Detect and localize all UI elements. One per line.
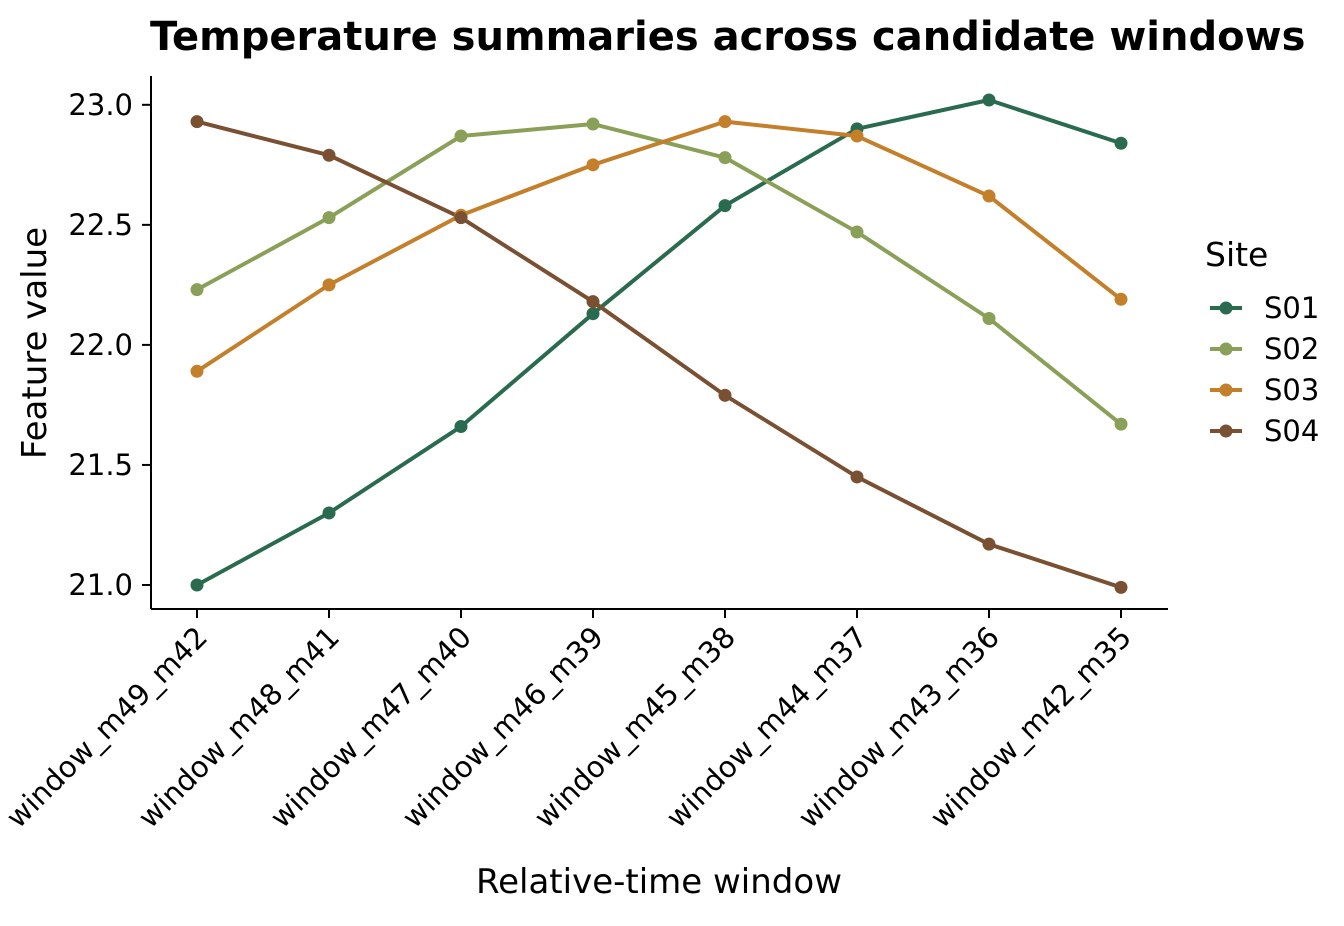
data-point-s02 xyxy=(454,129,468,143)
series-line-s03 xyxy=(195,119,1123,374)
data-point-s01 xyxy=(1114,136,1128,150)
y-tick-label: 22.5 xyxy=(68,208,133,242)
data-point-s04 xyxy=(982,537,996,551)
data-point-s04 xyxy=(322,148,336,162)
data-point-s01 xyxy=(982,93,996,107)
data-point-s03 xyxy=(1114,292,1128,306)
legend-key-point xyxy=(1219,424,1233,438)
data-point-s04 xyxy=(454,211,468,225)
data-point-s01 xyxy=(718,199,732,213)
y-tick-label: 22.0 xyxy=(68,328,133,362)
legend-label: S02 xyxy=(1264,332,1319,366)
data-point-s01 xyxy=(190,578,204,592)
series-line-s01 xyxy=(195,98,1123,587)
axes xyxy=(150,76,1168,610)
data-point-s02 xyxy=(850,225,864,239)
data-point-s04 xyxy=(586,295,600,309)
data-point-s04 xyxy=(190,115,204,129)
series-line-s02 xyxy=(195,122,1123,427)
x-axis-title: Relative-time window xyxy=(476,862,842,902)
y-tick-label: 23.0 xyxy=(68,88,133,122)
data-point-s03 xyxy=(190,364,204,378)
data-point-s02 xyxy=(982,311,996,325)
series-line-s04 xyxy=(195,119,1123,590)
data-point-s03 xyxy=(850,129,864,143)
data-point-s04 xyxy=(1114,580,1128,594)
data-point-s03 xyxy=(586,158,600,172)
legend-key-point xyxy=(1219,383,1233,397)
y-tick-label: 21.0 xyxy=(68,568,133,602)
legend-key-point xyxy=(1219,301,1233,315)
data-point-s04 xyxy=(850,470,864,484)
legend-title: Site xyxy=(1205,235,1268,274)
chart-title: Temperature summaries across candidate w… xyxy=(150,14,1305,60)
series-points xyxy=(190,93,1128,594)
data-point-s02 xyxy=(190,283,204,297)
legend: Site S01 S02 S03 S04 xyxy=(1205,235,1319,448)
legend-key-point xyxy=(1219,342,1233,356)
data-point-s03 xyxy=(322,278,336,292)
legend-label: S04 xyxy=(1264,414,1319,448)
data-point-s01 xyxy=(322,506,336,520)
x-axis-ticks: window_m49_m42window_m48_m41window_m47_m… xyxy=(0,609,1138,834)
data-point-s02 xyxy=(322,211,336,225)
legend-label: S01 xyxy=(1264,291,1319,325)
data-point-s01 xyxy=(586,307,600,321)
data-point-s01 xyxy=(454,420,468,434)
data-point-s03 xyxy=(718,115,732,129)
series-lines xyxy=(195,98,1123,590)
data-point-s03 xyxy=(982,189,996,203)
data-point-s02 xyxy=(1114,417,1128,431)
data-point-s02 xyxy=(586,117,600,131)
legend-items: S01 S02 S03 S04 xyxy=(1210,291,1319,448)
y-axis-ticks: 21.0 21.5 22.0 22.5 23.0 xyxy=(68,88,151,602)
y-axis-title: Feature value xyxy=(15,227,55,459)
y-tick-label: 21.5 xyxy=(68,448,133,482)
data-point-s02 xyxy=(718,151,732,165)
data-point-s04 xyxy=(718,388,732,402)
legend-label: S03 xyxy=(1264,373,1319,407)
